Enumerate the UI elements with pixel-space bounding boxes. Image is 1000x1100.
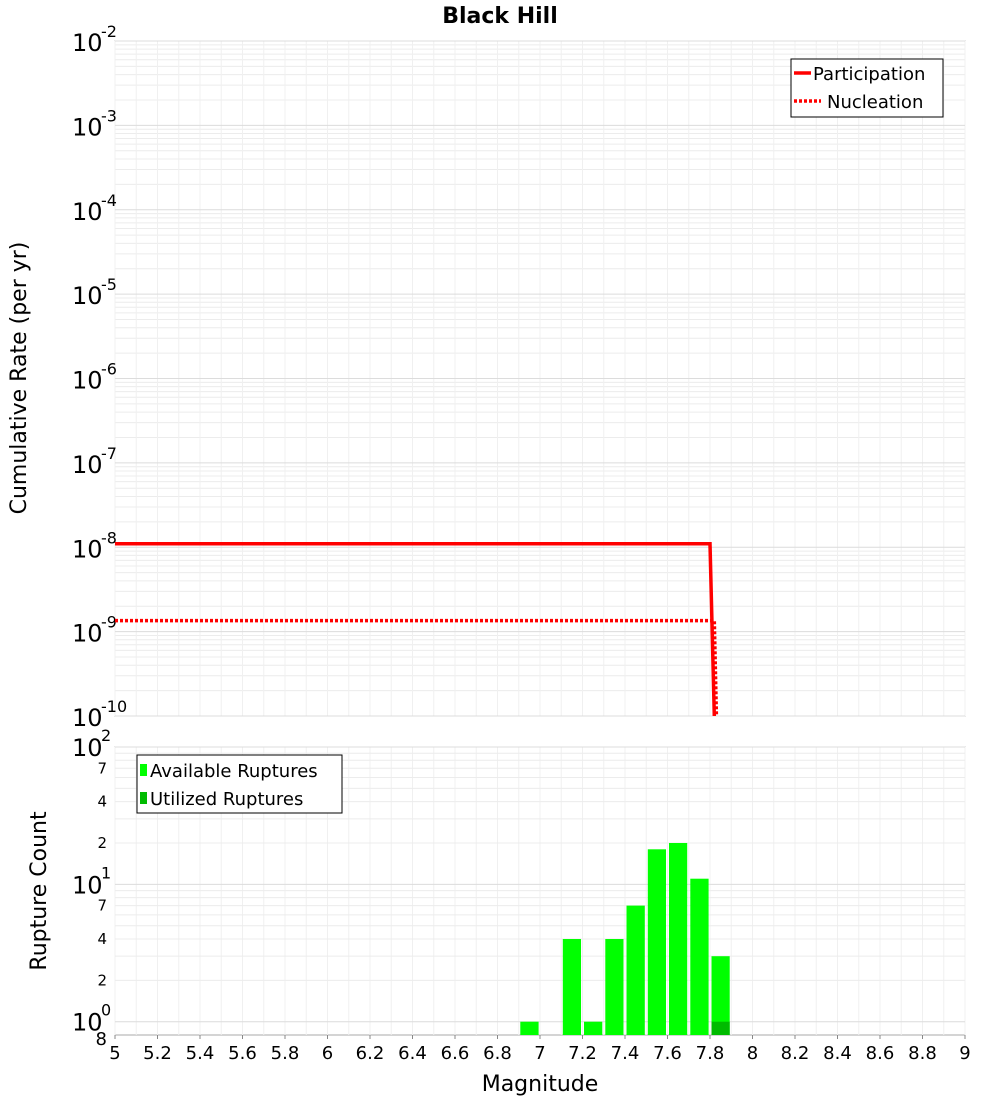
rate-y-axis-label: Cumulative Rate (per yr): [7, 242, 32, 515]
x-tick-label: 6.4: [398, 1043, 427, 1064]
available-ruptures-bar: [669, 843, 688, 1035]
rate-legend: Participation Nucleation: [790, 58, 944, 118]
x-tick-label: 6.6: [441, 1043, 470, 1064]
rate-series: [115, 542, 719, 717]
rate-y-tick-label: 10: [72, 113, 103, 141]
available-ruptures-bar: [711, 956, 730, 1035]
x-tick-label: 8.2: [781, 1043, 810, 1064]
rate-y-tick-exponent: -6: [101, 360, 117, 379]
rate-y-tick-label: 10: [72, 451, 103, 479]
available-ruptures-bar: [690, 878, 709, 1035]
x-tick-label: 7.2: [568, 1043, 597, 1064]
x-tick-label: 6.8: [483, 1043, 512, 1064]
count-y-minor-tick-label: 2: [97, 971, 107, 989]
count-legend: Available Ruptures Utilized Ruptures: [136, 754, 343, 814]
rate-y-tick-label: 10: [72, 29, 103, 57]
count-y-minor-tick-label: 8: [96, 1029, 107, 1050]
utilized-legend-swatch: [140, 792, 147, 804]
count-y-minor-tick-label: 2: [97, 834, 107, 852]
count-bars: [520, 843, 730, 1035]
count-y-tick-label: 10: [72, 871, 103, 899]
participation-legend-label: Participation: [813, 64, 925, 85]
x-tick-label: 7.8: [696, 1043, 725, 1064]
rate-y-tick-label: 10: [72, 198, 103, 226]
x-tick-label: 5.6: [228, 1043, 257, 1064]
available-ruptures-bar: [584, 1021, 603, 1035]
x-axis-label: Magnitude: [482, 1072, 599, 1097]
rate-legend-box: [790, 58, 944, 118]
rate-y-tick-exponent: -5: [101, 275, 117, 294]
x-tick-label: 7: [534, 1043, 545, 1064]
count-legend-box: [136, 754, 343, 814]
count-y-minor-tick-label: 4: [97, 793, 107, 811]
rate-y-tick-label: 10: [72, 704, 103, 732]
rate-grid: [114, 40, 966, 717]
rate-y-tick-exponent: -9: [101, 613, 117, 632]
rate-y-tick-label: 10: [72, 535, 103, 563]
rate-y-tick-exponent: -10: [101, 697, 127, 716]
rate-y-tick-exponent: -2: [101, 22, 117, 41]
rate-y-tick-exponent: -7: [101, 444, 117, 463]
chart-title: Black Hill: [442, 4, 558, 29]
magnitude-x-ticks: 5 5.2 5.4 5.6 5.8 6 6.2 6.4 6.6 6.8 7 7.2 7.4 7.6 7.8 8…: [109, 1035, 971, 1064]
x-tick-label: 6.2: [356, 1043, 385, 1064]
count-y-tick-label: 10: [72, 1009, 103, 1037]
x-tick-label: 7.6: [653, 1043, 682, 1064]
rate-panel: 10-210-310-410-510-610-710-810-910-10 Cu…: [7, 22, 966, 732]
rate-y-tick-label: 10: [72, 620, 103, 648]
x-tick-label: 8: [747, 1043, 758, 1064]
rate-y-tick-label: 10: [72, 367, 103, 395]
x-tick-label: 5: [109, 1043, 120, 1064]
rate-y-ticks: 10-210-310-410-510-610-710-810-910-10: [72, 22, 127, 732]
available-ruptures-bar: [647, 849, 666, 1035]
x-tick-label: 5.4: [186, 1043, 215, 1064]
available-ruptures-bar: [626, 905, 645, 1035]
x-tick-label: 7.4: [611, 1043, 640, 1064]
utilized-legend-label: Utilized Ruptures: [150, 789, 303, 810]
x-tick-label: 8.4: [823, 1043, 852, 1064]
rate-y-tick-label: 10: [72, 282, 103, 310]
x-tick-label: 5.8: [271, 1043, 300, 1064]
count-y-minor-tick-label: 7: [97, 897, 107, 915]
rate-y-tick-exponent: -4: [101, 191, 117, 210]
count-y-tick-exponent: 2: [101, 726, 111, 745]
participation-line: [115, 542, 717, 717]
count-y-minor-tick-label: 4: [97, 930, 107, 948]
available-ruptures-bar: [562, 939, 581, 1035]
x-tick-label: 8.6: [866, 1043, 895, 1064]
rate-y-tick-exponent: -3: [101, 106, 117, 125]
x-tick-label: 8.8: [908, 1043, 937, 1064]
x-tick-label: 5.2: [143, 1043, 172, 1064]
x-tick-label: 6: [322, 1043, 333, 1064]
available-ruptures-bar: [605, 939, 624, 1035]
nucleation-line: [115, 618, 719, 717]
nucleation-legend-label: Nucleation: [827, 92, 923, 113]
count-y-tick-exponent: 0: [101, 1001, 111, 1020]
count-y-tick-exponent: 1: [101, 863, 111, 882]
available-legend-swatch: [140, 764, 147, 776]
x-tick-label: 9: [959, 1043, 970, 1064]
available-legend-label: Available Ruptures: [150, 761, 318, 782]
count-y-tick-label: 10: [72, 734, 103, 762]
utilized-ruptures-bar: [711, 1021, 730, 1035]
count-y-axis-label: Rupture Count: [27, 811, 52, 971]
available-ruptures-bar: [520, 1021, 539, 1035]
rate-y-tick-exponent: -8: [101, 528, 117, 547]
count-y-minor-tick-label: 7: [97, 759, 107, 777]
